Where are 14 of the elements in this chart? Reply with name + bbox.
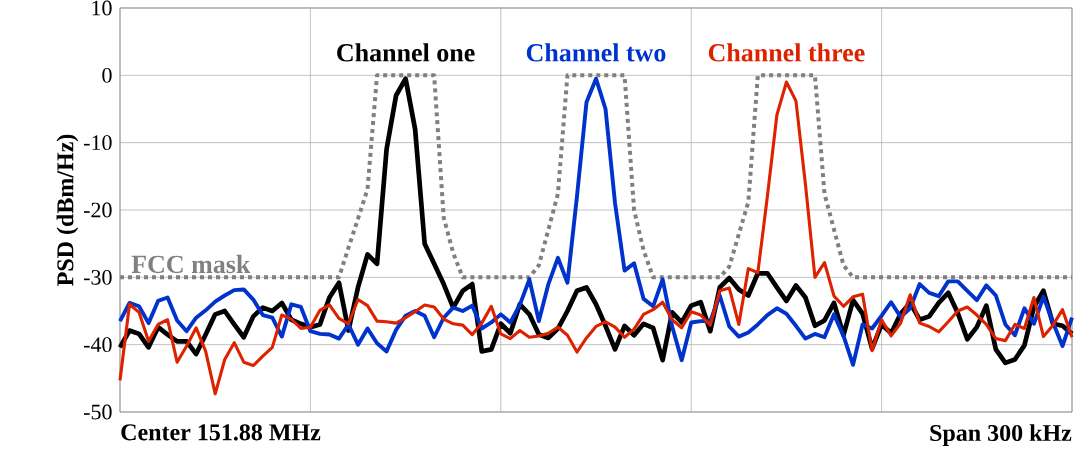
y-tick-label: -40 [83,337,112,353]
y-tick-label: -20 [83,202,112,218]
series-label: Channel one [337,43,475,62]
y-tick-label: 10 [92,0,112,16]
y-tick-label: -10 [83,135,112,151]
text: Center 151.88 MHz [121,424,321,441]
text: Span 300 kHz [930,424,1072,446]
series-label: Channel three [708,43,865,62]
y-tick-label: -50 [83,404,112,420]
series-label: FCC mask [131,254,251,274]
y-axis-title: PSD (dBm/Hz) [56,134,79,286]
series-label: Channel two [526,43,666,62]
y-tick-label: -30 [83,269,112,285]
y-tick-label: 0 [102,67,112,83]
